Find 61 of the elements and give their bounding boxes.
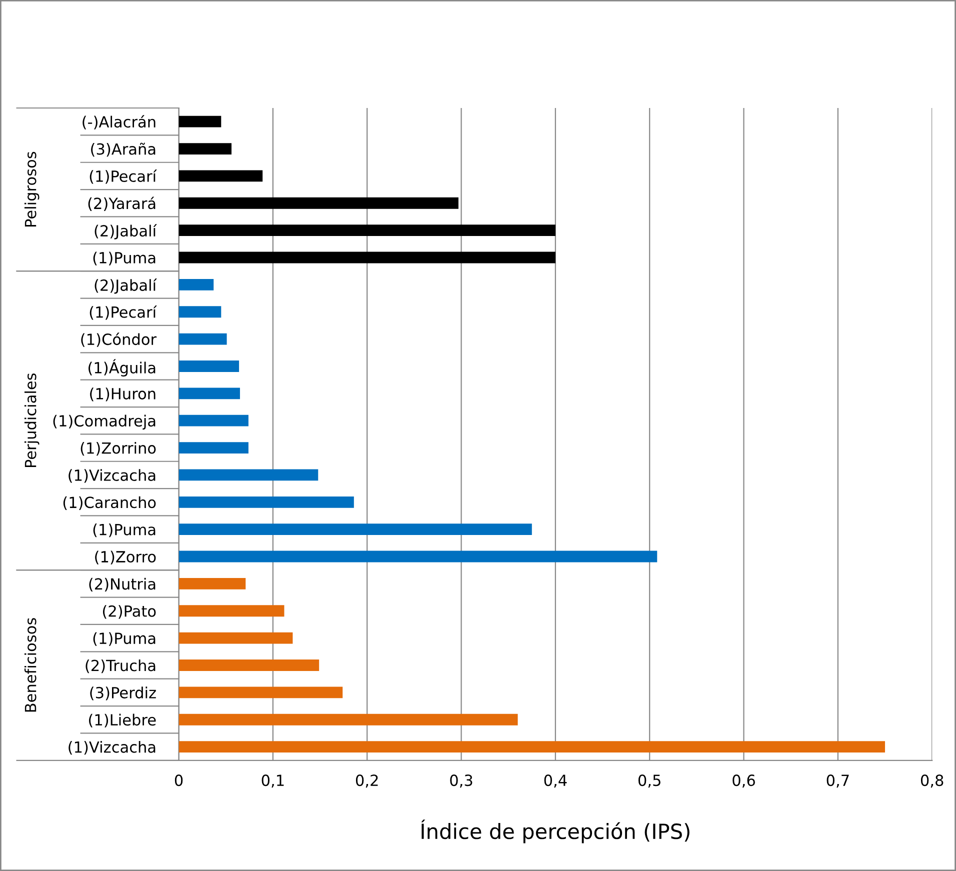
bar [178, 116, 222, 128]
y-tick-label: (1)Cóndor [81, 332, 157, 347]
bar [178, 550, 658, 562]
bar [178, 714, 518, 726]
x-tick-label: 0,8 [920, 774, 944, 788]
text: Beneficiosos [24, 618, 36, 712]
x-tick-label: 0,4 [544, 774, 567, 788]
x-tick-label: 0,2 [356, 774, 378, 788]
y-tick-label: (2)Jabalí [94, 224, 157, 240]
x-axis-title: Índice de percepción (IPS) [421, 820, 690, 844]
y-tick-label: (3)Perdiz [90, 686, 156, 700]
bar [178, 252, 556, 264]
bar [178, 143, 232, 154]
y-tick-label: (2)Trucha [86, 659, 156, 674]
x-tick-label: 0 [174, 774, 183, 786]
y-tick-label: (2)Nutria [89, 578, 156, 592]
bar [178, 524, 532, 536]
bar [178, 741, 886, 752]
y-tick-label: (1)Carancho [63, 496, 156, 510]
bar [178, 442, 248, 454]
text: Perjudiciales [24, 373, 40, 468]
y-tick-label: (1)Águila [88, 359, 156, 376]
bar [178, 197, 458, 209]
y-tick-label: (1)Zorrino [80, 442, 156, 456]
y-tick-label: (1)Zorro [95, 550, 156, 564]
x-tick-label: 0,3 [450, 774, 472, 788]
text: Peligrosos [24, 152, 40, 226]
x-tick-label: 0,7 [826, 774, 849, 788]
x-tick-label: 0,5 [638, 774, 660, 788]
bar [178, 278, 214, 290]
y-tick-label: (1)Vizcacha [68, 740, 156, 755]
y-tick-label: (1)Comadreja [53, 414, 156, 430]
y-tick-label: (1)Puma [93, 524, 156, 538]
y-tick-label: (3)Araña [91, 142, 156, 157]
y-tick-label: (2)Yarará [88, 196, 156, 211]
bar [178, 496, 354, 508]
bar [178, 632, 293, 644]
y-tick-label: (2)Jabalí [94, 278, 157, 294]
y-tick-label: (1)Vizcacha [68, 469, 156, 483]
y-tick-label: (2)Pato [102, 605, 156, 619]
bar [178, 686, 343, 698]
y-tick-label: (1)Pecarí [90, 305, 157, 320]
bar [178, 388, 240, 400]
y-tick-label: (-)Alacrán [82, 115, 156, 130]
bar [178, 360, 240, 372]
bar [178, 660, 320, 671]
bar [178, 414, 248, 426]
y-tick-label: (1)Pecarí [90, 170, 157, 184]
bar [178, 224, 556, 236]
bar [178, 578, 246, 590]
y-tick-label: (1)Liebre [89, 714, 156, 728]
bar [178, 306, 222, 318]
bar [178, 170, 263, 182]
y-tick-label: (1)Huron [90, 388, 156, 402]
x-tick-label: 0,6 [732, 774, 755, 788]
bar [178, 333, 227, 345]
bar [178, 469, 318, 481]
y-tick-label: (1)Puma [93, 252, 156, 266]
y-tick-label: (1)Puma [93, 632, 156, 646]
bar [178, 605, 284, 617]
x-tick-label: 0,1 [262, 774, 284, 788]
